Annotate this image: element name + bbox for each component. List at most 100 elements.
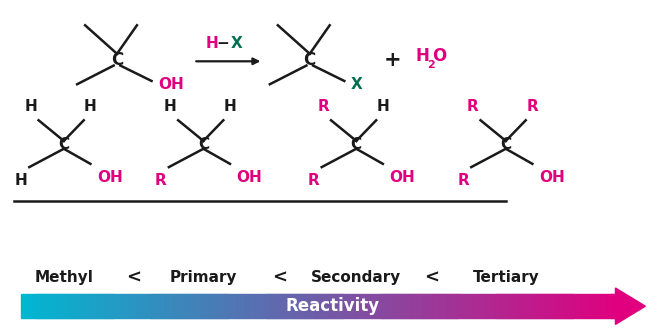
Bar bbox=[384, 294, 386, 318]
Bar bbox=[39, 294, 41, 318]
Bar bbox=[500, 294, 503, 318]
Bar bbox=[406, 294, 408, 318]
Bar bbox=[368, 294, 370, 318]
Bar bbox=[522, 294, 525, 318]
Text: Tertiary: Tertiary bbox=[472, 270, 539, 285]
Bar bbox=[68, 294, 71, 318]
Bar bbox=[435, 294, 438, 318]
Bar bbox=[530, 294, 533, 318]
Polygon shape bbox=[615, 288, 645, 324]
Bar bbox=[514, 294, 517, 318]
Bar bbox=[419, 294, 422, 318]
Bar bbox=[35, 294, 37, 318]
Bar bbox=[548, 294, 551, 318]
Bar bbox=[25, 294, 27, 318]
Bar bbox=[55, 294, 57, 318]
Bar bbox=[508, 294, 511, 318]
Bar bbox=[78, 294, 81, 318]
Bar bbox=[290, 294, 293, 318]
Bar bbox=[193, 294, 196, 318]
Bar bbox=[219, 294, 222, 318]
Bar bbox=[366, 294, 368, 318]
Bar bbox=[552, 294, 555, 318]
Bar bbox=[372, 294, 374, 318]
Text: R: R bbox=[155, 173, 166, 188]
Bar bbox=[502, 294, 505, 318]
Bar bbox=[477, 294, 480, 318]
Bar bbox=[118, 294, 121, 318]
Bar bbox=[439, 294, 442, 318]
Text: R: R bbox=[467, 99, 478, 114]
Bar bbox=[613, 294, 616, 318]
Bar bbox=[142, 294, 145, 318]
Bar bbox=[254, 294, 257, 318]
Text: <: < bbox=[424, 268, 439, 287]
Bar bbox=[53, 294, 55, 318]
Bar bbox=[27, 294, 29, 318]
Bar bbox=[334, 294, 336, 318]
Bar bbox=[538, 294, 541, 318]
Bar bbox=[248, 294, 251, 318]
Bar bbox=[62, 294, 65, 318]
Text: C: C bbox=[304, 51, 316, 69]
Bar bbox=[242, 294, 245, 318]
Bar bbox=[409, 294, 412, 318]
Bar bbox=[185, 294, 188, 318]
Bar bbox=[124, 294, 127, 318]
Bar bbox=[264, 294, 267, 318]
Bar bbox=[402, 294, 404, 318]
Bar bbox=[45, 294, 47, 318]
Bar bbox=[165, 294, 168, 318]
Bar bbox=[498, 294, 501, 318]
Text: R: R bbox=[317, 99, 329, 114]
Bar bbox=[566, 294, 569, 318]
Bar bbox=[597, 294, 600, 318]
Bar bbox=[489, 294, 492, 318]
Bar bbox=[544, 294, 547, 318]
Bar bbox=[250, 294, 253, 318]
Bar bbox=[322, 294, 324, 318]
Bar bbox=[542, 294, 545, 318]
Bar bbox=[282, 294, 285, 318]
Bar bbox=[528, 294, 531, 318]
Bar bbox=[512, 294, 515, 318]
Bar bbox=[274, 294, 277, 318]
Bar bbox=[568, 294, 571, 318]
Bar bbox=[100, 294, 103, 318]
Bar bbox=[356, 294, 358, 318]
Bar bbox=[396, 294, 398, 318]
Bar bbox=[240, 294, 243, 318]
Bar bbox=[491, 294, 494, 318]
Bar bbox=[560, 294, 563, 318]
Text: X: X bbox=[230, 36, 242, 51]
Bar bbox=[342, 294, 344, 318]
Bar bbox=[469, 294, 472, 318]
Bar bbox=[451, 294, 454, 318]
Bar bbox=[330, 294, 332, 318]
Bar bbox=[74, 294, 77, 318]
Bar bbox=[171, 294, 174, 318]
Bar bbox=[106, 294, 109, 318]
Bar bbox=[57, 294, 59, 318]
Text: OH: OH bbox=[539, 170, 565, 185]
Bar bbox=[122, 294, 125, 318]
Bar bbox=[510, 294, 513, 318]
Bar bbox=[256, 294, 259, 318]
Bar bbox=[128, 294, 131, 318]
Bar bbox=[146, 294, 149, 318]
Bar bbox=[280, 294, 283, 318]
Bar bbox=[167, 294, 170, 318]
Bar bbox=[344, 294, 346, 318]
Bar bbox=[197, 294, 200, 318]
Bar bbox=[386, 294, 388, 318]
Bar bbox=[340, 294, 342, 318]
Bar bbox=[187, 294, 190, 318]
Bar bbox=[352, 294, 354, 318]
Bar bbox=[306, 294, 309, 318]
Bar bbox=[268, 294, 271, 318]
Bar bbox=[114, 294, 117, 318]
Bar bbox=[593, 294, 596, 318]
Bar bbox=[49, 294, 51, 318]
Bar bbox=[41, 294, 43, 318]
Text: C: C bbox=[198, 137, 209, 152]
